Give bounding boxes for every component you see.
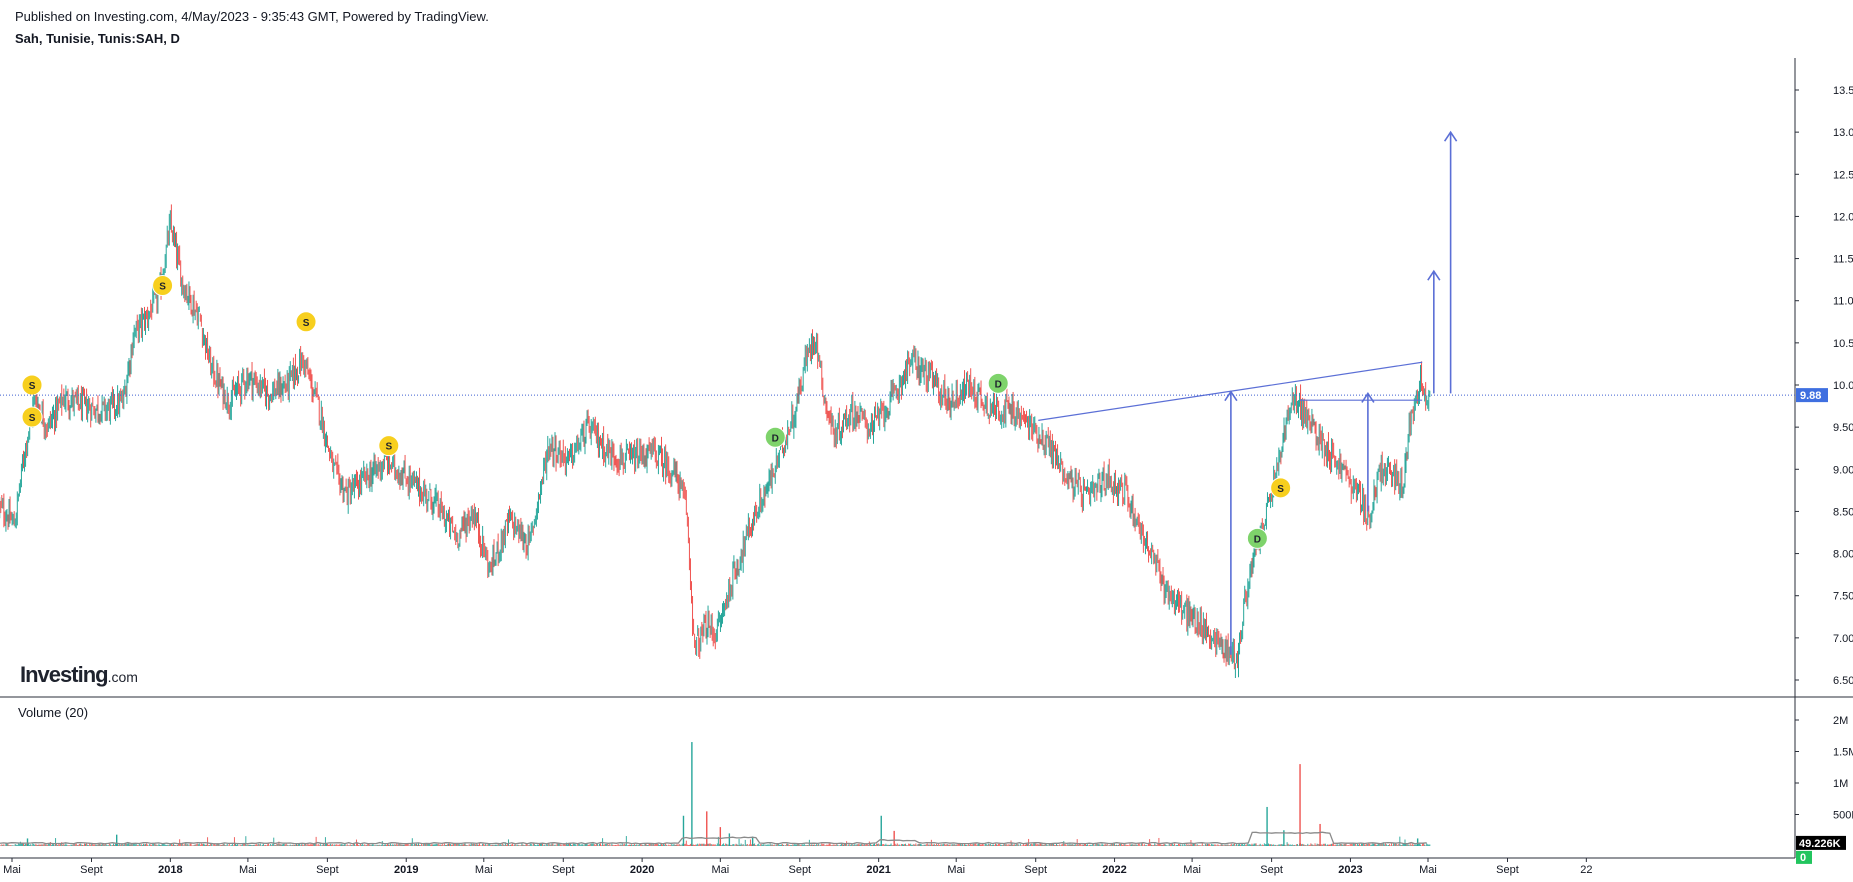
event-marker-label: S <box>1277 484 1284 495</box>
time-tick-label: Mai <box>475 864 493 876</box>
time-tick-label: Sept <box>552 864 575 876</box>
time-tick-label: 2019 <box>394 864 418 876</box>
price-tick-label: 12.50 <box>1833 169 1853 181</box>
target-arrow-head[interactable] <box>1224 390 1238 402</box>
target-arrow-head[interactable] <box>1361 391 1375 403</box>
split-marker[interactable] <box>21 406 43 428</box>
dividend-marker[interactable] <box>764 426 786 448</box>
drawings[interactable] <box>1038 130 1458 655</box>
last-volume-label: 49.226K <box>1799 838 1841 850</box>
price-tick-label: 9.00 <box>1833 464 1853 476</box>
time-tick-label: 2018 <box>158 864 182 876</box>
split-marker[interactable] <box>1270 477 1292 499</box>
investing-logo: Investing.com <box>20 662 138 687</box>
split-marker[interactable] <box>378 435 400 457</box>
price-tick-label: 11.00 <box>1833 296 1853 308</box>
event-markers[interactable]: S S S S S D D S D <box>21 275 1292 549</box>
target-arrow-head[interactable] <box>1427 269 1441 281</box>
price-tick-label: 7.50 <box>1833 591 1853 603</box>
time-tick-label: Mai <box>711 864 729 876</box>
volume-tick-label: 2M <box>1833 715 1848 727</box>
price-tick-label: 8.00 <box>1833 549 1853 561</box>
time-tick-label: Mai <box>947 864 965 876</box>
event-marker-label: S <box>29 413 36 424</box>
time-tick-label: Mai <box>239 864 257 876</box>
symbol-title: Sah, Tunisie, Tunis:SAH, D <box>15 31 180 46</box>
event-marker-label: D <box>995 379 1002 390</box>
price-tick-label: 10.00 <box>1833 380 1853 392</box>
last-volume-badge <box>1796 835 1846 850</box>
time-tick-label: Sept <box>1260 864 1283 876</box>
last-price-label: 9.88 <box>1800 390 1821 402</box>
time-tick-label: 22 <box>1580 864 1592 876</box>
event-marker-label: D <box>1254 534 1261 545</box>
time-tick-label: Mai <box>3 864 21 876</box>
time-tick-label: 2020 <box>630 864 654 876</box>
candles <box>0 204 1431 679</box>
target-arrow-head[interactable] <box>1443 130 1458 142</box>
split-marker[interactable] <box>21 374 43 396</box>
axes: 13.50 13.00 12.50 12.00 11.50 11.00 10.50 10.00… <box>0 58 1853 876</box>
price-tick-label: 9.50 <box>1833 422 1853 434</box>
event-marker-label: S <box>29 381 36 392</box>
time-tick-label: Mai <box>1183 864 1201 876</box>
event-marker-label: S <box>303 318 310 329</box>
volume-ma-line <box>0 831 1427 845</box>
price-tick-label: 10.50 <box>1833 338 1853 350</box>
volume-tick-label: 1.5M <box>1833 747 1853 759</box>
split-marker[interactable] <box>295 311 317 333</box>
time-tick-label: Sept <box>1496 864 1519 876</box>
event-marker-label: D <box>772 433 779 444</box>
price-tick-label: 13.50 <box>1833 85 1853 97</box>
zero-volume-badge <box>1796 850 1812 864</box>
time-tick-label: Sept <box>1024 864 1047 876</box>
price-tick-label: 13.00 <box>1833 127 1853 139</box>
time-tick-label: 2021 <box>866 864 890 876</box>
zero-volume-label: 0 <box>1800 852 1806 864</box>
split-marker[interactable] <box>152 275 174 297</box>
volume-pane-title: Volume (20) <box>18 705 89 720</box>
dividend-marker[interactable] <box>1246 527 1268 549</box>
volume-tick-label: 1M <box>1833 778 1848 790</box>
dividend-marker[interactable] <box>987 372 1009 394</box>
time-tick-label: Sept <box>80 864 103 876</box>
event-marker-label: S <box>385 442 392 453</box>
time-tick-label: Sept <box>316 864 339 876</box>
price-tick-label: 6.50 <box>1833 675 1853 687</box>
last-price-badge <box>1796 388 1828 403</box>
time-tick-label: Sept <box>788 864 811 876</box>
volume-bars <box>0 742 1431 846</box>
time-tick-label: Mai <box>1419 864 1437 876</box>
price-tick-label: 8.50 <box>1833 506 1853 518</box>
published-caption: Published on Investing.com, 4/May/2023 -… <box>15 9 489 24</box>
event-marker-label: S <box>159 282 166 293</box>
time-tick-label: 2023 <box>1338 864 1362 876</box>
price-tick-label: 12.00 <box>1833 211 1853 223</box>
price-tick-label: 11.50 <box>1833 254 1853 266</box>
price-tick-label: 7.00 <box>1833 633 1853 645</box>
volume-tick-label: 500K <box>1833 810 1853 822</box>
time-tick-label: 2022 <box>1102 864 1126 876</box>
